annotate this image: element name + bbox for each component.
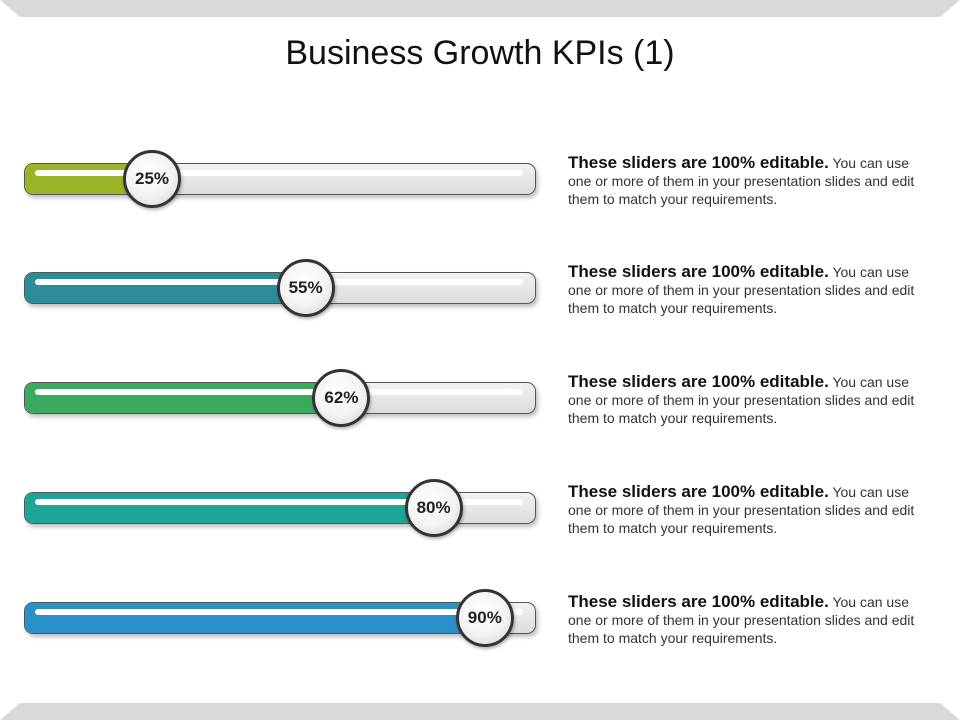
- slider-description: These sliders are 100% editable. You can…: [568, 263, 928, 317]
- slider-value-label: 25%: [134, 169, 170, 188]
- slider-value-label: 55%: [288, 278, 323, 297]
- description-heading: These sliders are 100% editable.: [568, 482, 829, 501]
- description-text: You can use one or more of them in your …: [568, 594, 915, 646]
- slider-knob[interactable]: 55%: [276, 259, 335, 317]
- slider-description: These sliders are 100% editable. You can…: [568, 373, 928, 427]
- top-decorative-band: [0, 0, 960, 17]
- slider-value-label: 62%: [324, 388, 359, 407]
- slider-row: 90% These sliders are 100% editable. You…: [0, 586, 960, 650]
- slider-row: 55% These sliders are 100% editable. You…: [0, 256, 960, 320]
- slider-value-label: 90%: [467, 608, 502, 627]
- slider-knob[interactable]: 80%: [404, 479, 463, 537]
- slider-highlight: [35, 389, 523, 395]
- slider-value-label: 80%: [416, 498, 451, 517]
- page-title: Business Growth KPIs (1): [285, 34, 675, 72]
- slider-knob[interactable]: 25%: [123, 150, 181, 208]
- slider-track: [24, 382, 536, 414]
- slider-description: These sliders are 100% editable. You can…: [568, 483, 928, 537]
- slider-highlight: [35, 170, 523, 176]
- slider-description: These sliders are 100% editable. You can…: [568, 593, 928, 647]
- description-heading: These sliders are 100% editable.: [568, 153, 829, 172]
- slider-fill: [25, 383, 343, 413]
- slider-highlight: [35, 499, 523, 505]
- description-text: You can use one or more of them in your …: [568, 155, 915, 207]
- slider-track: [24, 492, 536, 524]
- slider-fill: [25, 493, 435, 523]
- slider-highlight: [35, 609, 523, 615]
- slider-track: [24, 163, 536, 195]
- slider-row: 25% These sliders are 100% editable. You…: [0, 147, 960, 211]
- description-text: You can use one or more of them in your …: [568, 374, 915, 426]
- description-heading: These sliders are 100% editable.: [568, 592, 829, 611]
- slider-knob[interactable]: 90%: [455, 589, 514, 647]
- description-heading: These sliders are 100% editable.: [568, 262, 829, 281]
- slider-track: [24, 602, 536, 634]
- slider-fill: [25, 273, 307, 303]
- slider-description: These sliders are 100% editable. You can…: [568, 154, 928, 208]
- bottom-decorative-band: [0, 703, 960, 720]
- description-text: You can use one or more of them in your …: [568, 484, 915, 536]
- slider-row: 80% These sliders are 100% editable. You…: [0, 476, 960, 540]
- description-text: You can use one or more of them in your …: [568, 264, 915, 316]
- slider-fill: [25, 603, 486, 633]
- slider-knob[interactable]: 62%: [312, 369, 371, 427]
- description-heading: These sliders are 100% editable.: [568, 372, 829, 391]
- slider-row: 62% These sliders are 100% editable. You…: [0, 366, 960, 430]
